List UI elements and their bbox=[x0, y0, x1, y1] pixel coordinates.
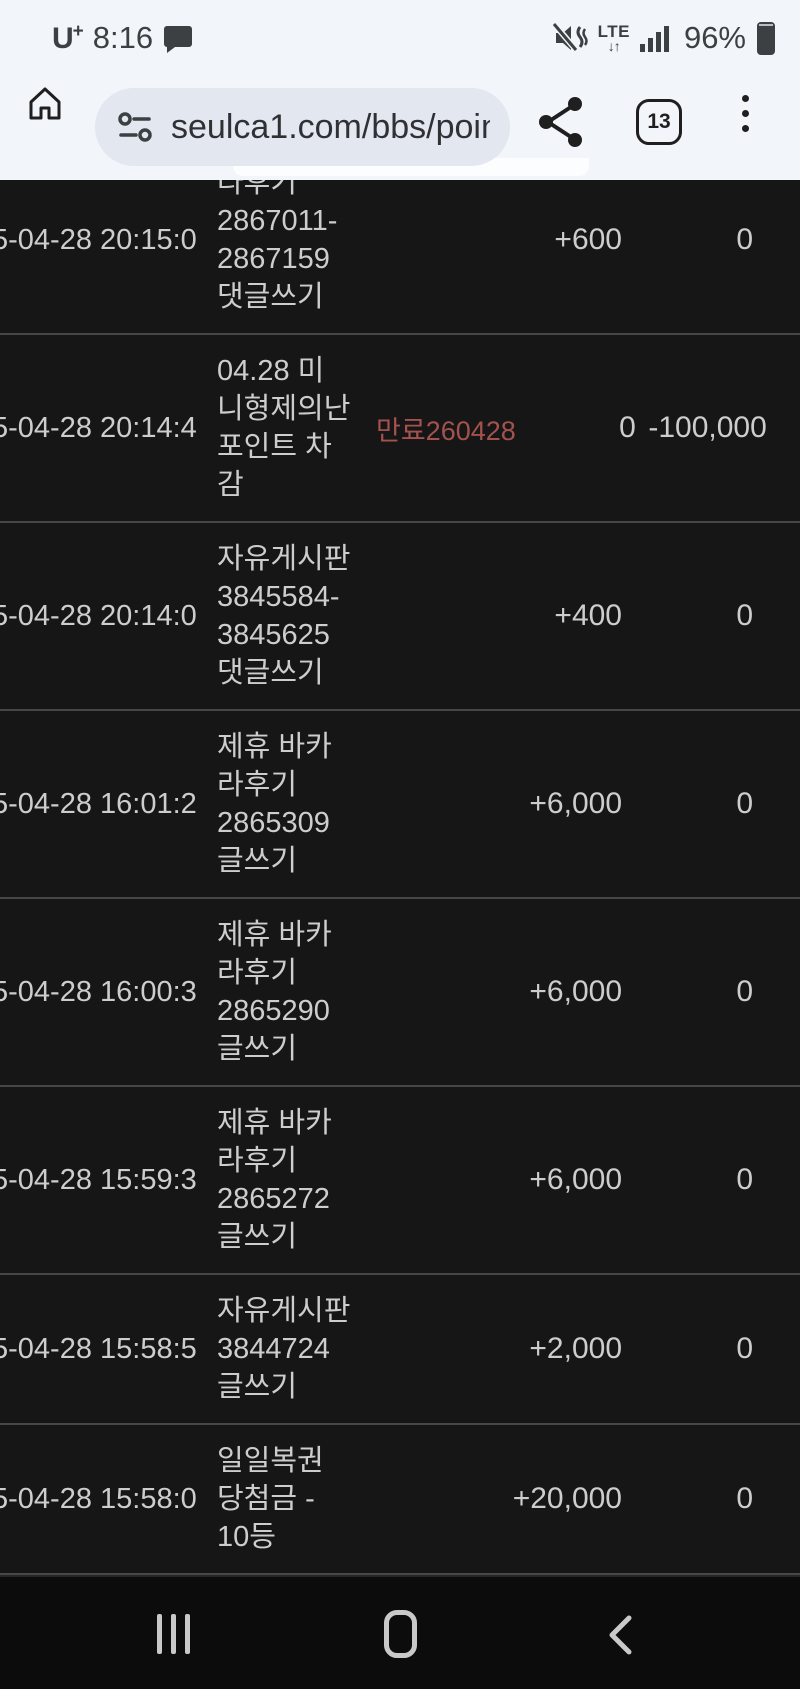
table-row: 5-04-28 20:14:09 자유게시판 3845584- 3845625 댓글쓰… bbox=[0, 523, 800, 711]
carrier-logo: U+ bbox=[52, 20, 84, 55]
row-points: +6,000 bbox=[529, 787, 622, 820]
row-date: 5-04-28 16:01:26 bbox=[0, 787, 196, 820]
message-bubble-icon bbox=[163, 23, 193, 53]
row-content-line: 글쓰기 bbox=[217, 1221, 298, 1253]
row-date: 5-04-28 16:00:30 bbox=[0, 975, 196, 1008]
row-content-line: 10등 bbox=[217, 1521, 276, 1553]
row-balance: 0 bbox=[736, 1482, 753, 1515]
row-content-line: 니형제의난 bbox=[217, 393, 351, 425]
row-content-line: 3844724 bbox=[217, 1333, 330, 1365]
row-content-line: 제휴 바카 bbox=[217, 1107, 332, 1139]
row-content-line: 댓글쓰기 bbox=[217, 657, 324, 689]
row-content-line: 2867159 bbox=[217, 243, 330, 275]
tab-count: 13 bbox=[647, 110, 671, 133]
battery-percentage: 96% bbox=[683, 20, 746, 55]
row-date: 5-04-28 20:15:00 bbox=[0, 223, 196, 256]
row-content-line: 자유게시판 bbox=[217, 543, 351, 575]
recents-icon[interactable] bbox=[157, 1614, 190, 1654]
row-points: +600 bbox=[554, 223, 622, 256]
url-bar[interactable]: seulca1.com/bbs/poin bbox=[95, 88, 510, 166]
row-points: +2,000 bbox=[529, 1332, 622, 1365]
row-content-line: 제휴 바카 bbox=[217, 731, 332, 763]
row-content-line: 2865309 bbox=[217, 807, 330, 839]
home-icon[interactable] bbox=[24, 83, 66, 125]
kebab-menu-icon[interactable] bbox=[742, 95, 749, 132]
row-content-line: 감 bbox=[217, 469, 244, 501]
row-balance: -100,000 bbox=[648, 411, 767, 444]
point-history-table: 5-04-28 20:15:00 라후기2867011-2867159댓글쓰기 … bbox=[0, 180, 800, 1575]
row-date: 5-04-28 20:14:41 bbox=[0, 411, 196, 444]
row-content-line: 라후기 bbox=[217, 769, 298, 801]
row-points: +400 bbox=[554, 599, 622, 632]
row-balance: 0 bbox=[736, 223, 753, 256]
row-date: 5-04-28 15:59:36 bbox=[0, 1163, 196, 1196]
row-points: +20,000 bbox=[512, 1482, 622, 1515]
tab-switcher-icon[interactable]: 13 bbox=[636, 99, 682, 145]
status-bar: U+ 8:16 LTE ↓↑ bbox=[0, 0, 800, 62]
clock: 8:16 bbox=[92, 20, 154, 55]
row-balance: 0 bbox=[736, 787, 753, 820]
row-expiry-badge: 만료260428 bbox=[376, 415, 516, 446]
row-content-line: 라후기 bbox=[217, 1145, 298, 1177]
row-content-line: 자유게시판 bbox=[217, 1295, 351, 1327]
row-balance: 0 bbox=[736, 975, 753, 1008]
lte-icon: LTE ↓↑ bbox=[597, 22, 630, 54]
row-content-line: 2867011- bbox=[217, 205, 338, 237]
row-content-line: 3845625 bbox=[217, 619, 330, 651]
home-nav-icon[interactable] bbox=[384, 1610, 417, 1658]
row-content-line: 라후기 bbox=[217, 180, 298, 199]
battery-icon bbox=[756, 20, 776, 56]
row-content-line: 글쓰기 bbox=[217, 845, 298, 877]
row-date: 5-04-28 15:58:09 bbox=[0, 1482, 196, 1515]
site-settings-icon[interactable] bbox=[117, 110, 155, 144]
signal-bars-icon bbox=[639, 23, 674, 53]
row-date: 5-04-28 20:14:09 bbox=[0, 599, 196, 632]
row-content-line: 제휴 바카 bbox=[217, 919, 332, 951]
row-content: 라후기 2867011- 2867159 댓글쓰기 bbox=[217, 180, 369, 316]
url-text: seulca1.com/bbs/poin bbox=[171, 107, 490, 146]
android-nav-bar bbox=[0, 1575, 800, 1689]
row-content-line: 글쓰기 bbox=[217, 1033, 298, 1065]
row-date: 5-04-28 15:58:50 bbox=[0, 1332, 196, 1365]
row-content-line: 일일복권 bbox=[217, 1445, 324, 1477]
row-content-line: 04.28 미 bbox=[217, 355, 325, 387]
share-icon[interactable] bbox=[536, 96, 586, 148]
row-content-line: 3845584- bbox=[217, 581, 340, 613]
row-content: 자유게시판 3844724 글쓰기 bbox=[217, 1292, 369, 1406]
row-balance: 0 bbox=[736, 1332, 753, 1365]
back-icon[interactable] bbox=[607, 1615, 633, 1655]
row-balance: 0 bbox=[736, 1163, 753, 1196]
row-content-line: 2865290 bbox=[217, 995, 330, 1027]
row-points: 0 bbox=[619, 411, 636, 444]
table-row: 5-04-28 20:15:00 라후기2867011-2867159댓글쓰기 … bbox=[0, 180, 800, 335]
mute-vibrate-icon bbox=[552, 21, 588, 55]
row-content-line: 당첨금 - bbox=[217, 1483, 315, 1515]
row-content: 자유게시판 3845584- 3845625 댓글쓰기 bbox=[217, 540, 369, 692]
row-content-line: 댓글쓰기 bbox=[217, 281, 324, 313]
browser-toolbar: seulca1.com/bbs/poin 13 bbox=[0, 62, 800, 180]
row-content-line: 포인트 차 bbox=[217, 431, 332, 463]
row-content-line: 2865272 bbox=[217, 1183, 330, 1215]
row-points: +6,000 bbox=[529, 1163, 622, 1196]
row-content-line: 글쓰기 bbox=[217, 1371, 298, 1403]
row-points: +6,000 bbox=[529, 975, 622, 1008]
row-balance: 0 bbox=[736, 599, 753, 632]
row-content-line: 라후기 bbox=[217, 957, 298, 989]
